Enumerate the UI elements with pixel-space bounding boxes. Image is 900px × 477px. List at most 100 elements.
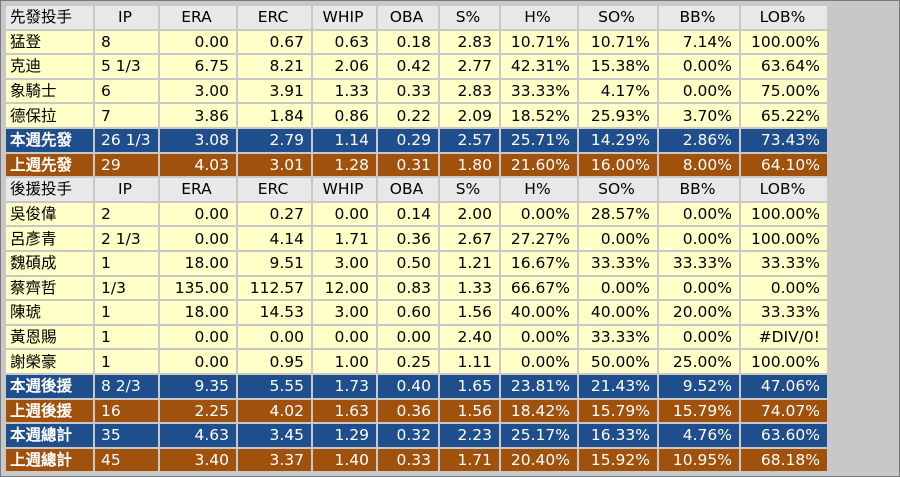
cell-s-pct: 1.80 [440, 153, 499, 177]
cell-ip: 1/3 [95, 276, 158, 300]
cell-lob-pct: 64.10% [741, 153, 827, 177]
header-cell-erc: ERC [238, 178, 311, 201]
cell-oba: 0.36 [378, 399, 438, 423]
cell-s-pct: 1.33 [440, 276, 499, 300]
cell-h-pct: 21.60% [501, 153, 577, 177]
cell-erc: 0.95 [238, 350, 311, 373]
cell-name: 上週先發 [6, 153, 93, 177]
cell-erc: 5.55 [238, 374, 311, 398]
cell-lob-pct: 100.00% [741, 202, 827, 226]
cell-s-pct: 2.23 [440, 424, 499, 447]
cell-h-pct: 27.27% [501, 227, 577, 250]
cell-era: 3.08 [160, 128, 236, 152]
cell-era: 18.00 [160, 251, 236, 275]
cell-era: 6.75 [160, 55, 236, 78]
cell-oba: 0.14 [378, 202, 438, 226]
cell-name: 上週後援 [6, 399, 93, 423]
totals-this-week-row: 本週總計 35 4.63 3.45 1.29 0.32 2.23 25.17% 16.33% 4.… [6, 424, 827, 447]
cell-erc: 1.84 [238, 104, 311, 127]
cell-bb-pct: 0.00% [659, 276, 739, 300]
relievers-last-week-row: 上週後援 16 2.25 4.02 1.63 0.36 1.56 18.42% 15.79% 15… [6, 399, 827, 423]
cell-so-pct: 10.71% [579, 30, 657, 54]
cell-name: 陳琥 [6, 301, 93, 324]
cell-name: 黃恩賜 [6, 325, 93, 349]
cell-ip: 16 [95, 399, 158, 423]
cell-h-pct: 42.31% [501, 55, 577, 78]
cell-name: 德保拉 [6, 104, 93, 127]
cell-so-pct: 16.33% [579, 424, 657, 447]
cell-erc: 2.79 [238, 128, 311, 152]
cell-whip: 1.00 [313, 350, 376, 373]
starters-last-week-row: 上週先發 29 4.03 3.01 1.28 0.31 1.80 21.60% 16.00% 8.… [6, 153, 827, 177]
cell-s-pct: 2.83 [440, 30, 499, 54]
header-cell-era: ERA [160, 6, 236, 29]
cell-name: 克迪 [6, 55, 93, 78]
header-cell-whip: WHIP [313, 178, 376, 201]
header-cell-ip: IP [95, 6, 158, 29]
cell-oba: 0.60 [378, 301, 438, 324]
cell-name: 本週先發 [6, 128, 93, 152]
cell-erc: 8.21 [238, 55, 311, 78]
cell-lob-pct: 65.22% [741, 104, 827, 127]
cell-erc: 0.67 [238, 30, 311, 54]
header-cell-lob-pct: LOB% [741, 178, 827, 201]
cell-whip: 0.00 [313, 325, 376, 349]
cell-so-pct: 4.17% [579, 79, 657, 103]
cell-h-pct: 0.00% [501, 202, 577, 226]
cell-bb-pct: 25.00% [659, 350, 739, 373]
cell-bb-pct: 20.00% [659, 301, 739, 324]
reliever-row: 謝榮豪 1 0.00 0.95 1.00 0.25 1.11 0.00% 50.00% 25.00… [6, 350, 827, 373]
header-cell-h-pct: H% [501, 6, 577, 29]
cell-name: 呂彥青 [6, 227, 93, 250]
cell-whip: 3.00 [313, 251, 376, 275]
cell-whip: 0.63 [313, 30, 376, 54]
cell-erc: 9.51 [238, 251, 311, 275]
cell-bb-pct: 3.70% [659, 104, 739, 127]
reliever-row: 魏碩成 1 18.00 9.51 3.00 0.50 1.21 16.67% 33.33% 33.… [6, 251, 827, 275]
cell-oba: 0.33 [378, 448, 438, 472]
reliever-row: 黃恩賜 1 0.00 0.00 0.00 0.00 2.40 0.00% 33.33% 0.00%… [6, 325, 827, 349]
cell-era: 9.35 [160, 374, 236, 398]
cell-oba: 0.50 [378, 251, 438, 275]
cell-erc: 3.37 [238, 448, 311, 472]
cell-so-pct: 0.00% [579, 276, 657, 300]
cell-s-pct: 2.09 [440, 104, 499, 127]
cell-ip: 26 1/3 [95, 128, 158, 152]
cell-bb-pct: 2.86% [659, 128, 739, 152]
cell-era: 4.63 [160, 424, 236, 447]
cell-h-pct: 0.00% [501, 350, 577, 373]
cell-h-pct: 20.40% [501, 448, 577, 472]
cell-erc: 3.01 [238, 153, 311, 177]
header-cell-bb-pct: BB% [659, 6, 739, 29]
cell-whip: 1.73 [313, 374, 376, 398]
cell-name: 猛登 [6, 30, 93, 54]
cell-lob-pct: 0.00% [741, 276, 827, 300]
cell-erc: 14.53 [238, 301, 311, 324]
cell-h-pct: 10.71% [501, 30, 577, 54]
cell-so-pct: 33.33% [579, 325, 657, 349]
cell-bb-pct: 8.00% [659, 153, 739, 177]
header-cell-name: 後援投手 [6, 178, 93, 201]
cell-ip: 2 [95, 202, 158, 226]
cell-ip: 1 [95, 350, 158, 373]
header-cell-bb-pct: BB% [659, 178, 739, 201]
cell-h-pct: 16.67% [501, 251, 577, 275]
cell-h-pct: 0.00% [501, 325, 577, 349]
totals-last-week-row: 上週總計 45 3.40 3.37 1.40 0.33 1.71 20.40% 15.92% 10… [6, 448, 827, 472]
cell-s-pct: 1.65 [440, 374, 499, 398]
cell-ip: 1 [95, 251, 158, 275]
cell-ip: 7 [95, 104, 158, 127]
cell-s-pct: 1.21 [440, 251, 499, 275]
cell-ip: 1 [95, 301, 158, 324]
cell-whip: 1.29 [313, 424, 376, 447]
cell-s-pct: 2.00 [440, 202, 499, 226]
cell-h-pct: 23.81% [501, 374, 577, 398]
header-cell-oba: OBA [378, 178, 438, 201]
header-cell-lob-pct: LOB% [741, 6, 827, 29]
cell-ip: 35 [95, 424, 158, 447]
header-cell-so-pct: SO% [579, 6, 657, 29]
cell-bb-pct: 0.00% [659, 227, 739, 250]
cell-era: 0.00 [160, 227, 236, 250]
cell-ip: 1 [95, 325, 158, 349]
